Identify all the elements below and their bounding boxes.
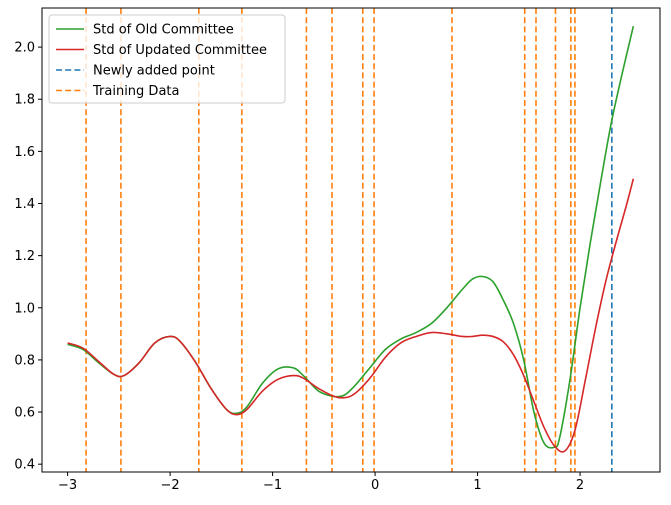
y-tick-label: 0.4 bbox=[14, 458, 35, 473]
y-tick-label: 1.6 bbox=[14, 145, 35, 160]
legend-label: Std of Updated Committee bbox=[93, 43, 267, 58]
x-tick-label: 2 bbox=[576, 478, 584, 493]
legend-box bbox=[48, 14, 286, 104]
legend: Std of Old Committee Std of Updated Commi… bbox=[48, 14, 286, 104]
legend-label: Std of Old Committee bbox=[93, 23, 234, 38]
series-lines bbox=[67, 26, 635, 453]
x-tick-label: 0 bbox=[371, 478, 379, 493]
y-tick-label: 2.0 bbox=[14, 41, 35, 56]
y-tick-label: 1.8 bbox=[14, 93, 35, 108]
y-axis: 0.4 0.6 0.8 1.0 1.2 1.4 1.6 1.8 2.0 bbox=[14, 41, 42, 473]
y-tick-label: 1.0 bbox=[14, 301, 35, 316]
x-tick-label: −3 bbox=[58, 478, 77, 493]
legend-label: Newly added point bbox=[93, 64, 215, 79]
series-updated-committee-line bbox=[67, 178, 635, 453]
x-tick-label: −2 bbox=[161, 478, 180, 493]
y-tick-label: 0.6 bbox=[14, 406, 35, 421]
y-tick-label: 1.4 bbox=[14, 197, 35, 212]
y-tick-label: 1.2 bbox=[14, 249, 35, 264]
legend-label: Training Data bbox=[92, 84, 179, 99]
x-axis: −3 −2 −1 0 1 2 bbox=[58, 472, 584, 493]
plot-frame bbox=[41, 7, 661, 473]
x-tick-label: −1 bbox=[263, 478, 282, 493]
y-tick-label: 0.8 bbox=[14, 353, 35, 368]
x-tick-label: 1 bbox=[473, 478, 481, 493]
